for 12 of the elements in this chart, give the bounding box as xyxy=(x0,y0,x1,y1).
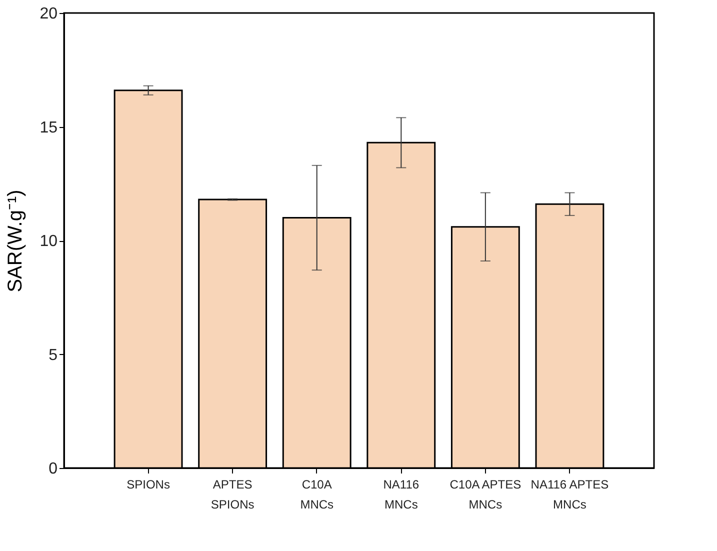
y-tick-label: 0 xyxy=(48,460,58,478)
x-tick-label: SPIONs xyxy=(126,478,170,492)
x-tick-label: APTES SPIONs xyxy=(210,478,254,512)
y-axis-title: SAR(W.g⁻¹) xyxy=(4,190,27,292)
y-tick-label: 10 xyxy=(40,233,58,250)
y-tick-label: 15 xyxy=(40,119,58,136)
x-tick-label: C10A MNCs xyxy=(300,478,334,512)
x-tick-label: NA116 APTES MNCs xyxy=(530,478,609,512)
y-tick-label: 5 xyxy=(48,346,58,364)
x-tick-label: C10A APTES MNCs xyxy=(450,478,522,512)
x-tick-label: NA116 MNCs xyxy=(383,478,420,512)
y-tick-label: 20 xyxy=(40,6,58,22)
